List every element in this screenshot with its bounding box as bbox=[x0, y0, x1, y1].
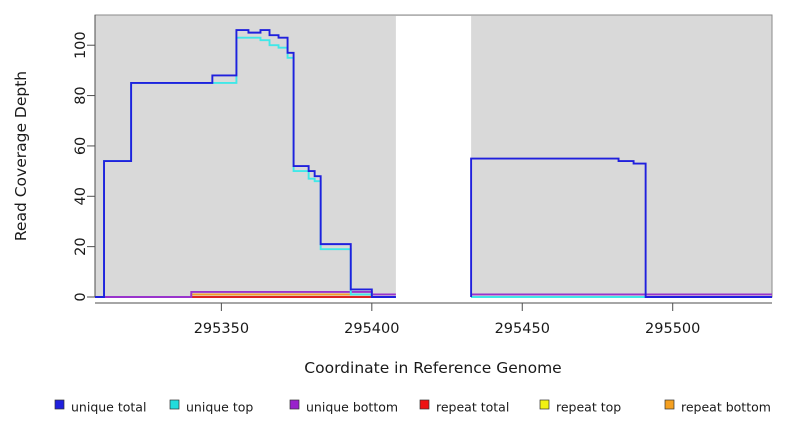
y-tick-label: 60 bbox=[73, 137, 89, 155]
series-line bbox=[95, 291, 396, 298]
y-tick-label: 20 bbox=[73, 237, 89, 255]
y-axis-ticks bbox=[87, 44, 95, 298]
y-axis-tick-labels: 0 20 40 60 80 100 bbox=[73, 31, 89, 301]
legend-label: repeat bottom bbox=[681, 400, 771, 415]
square-marker bbox=[539, 399, 550, 410]
no-data-gap-region bbox=[395, 16, 472, 304]
x-tick-label: 295450 bbox=[495, 321, 550, 337]
x-tick-label: 295350 bbox=[194, 321, 249, 337]
legend-item-unique-top[interactable]: unique top bbox=[169, 399, 253, 415]
x-axis: 295350 295400 295450 295500 Coordinate in R… bbox=[95, 302, 772, 377]
x-axis-ticks bbox=[220, 303, 674, 311]
square-marker bbox=[664, 399, 675, 410]
legend-label: unique bottom bbox=[306, 400, 398, 415]
legend-item-unique-bottom[interactable]: unique bottom bbox=[289, 399, 398, 415]
series-line bbox=[95, 29, 396, 298]
chart-legend: unique total unique top unique bottom repea… bbox=[54, 399, 771, 415]
legend-item-repeat-bottom[interactable]: repeat bottom bbox=[664, 399, 771, 415]
legend-label: repeat total bbox=[436, 400, 509, 415]
square-marker bbox=[289, 399, 300, 410]
y-tick-label: 40 bbox=[73, 187, 89, 205]
series-unique-bottom bbox=[95, 291, 772, 298]
x-tick-label: 295400 bbox=[344, 321, 399, 337]
series-line bbox=[470, 157, 772, 298]
legend-item-repeat-top[interactable]: repeat top bbox=[539, 399, 621, 415]
series-unique-total bbox=[95, 29, 772, 298]
legend-label: unique top bbox=[186, 400, 253, 415]
y-axis-title: Read Coverage Depth bbox=[12, 71, 30, 241]
square-marker bbox=[419, 399, 430, 410]
x-axis-tick-labels: 295350 295400 295450 295500 bbox=[194, 321, 701, 337]
y-tick-label: 80 bbox=[73, 86, 89, 104]
legend-item-unique-total[interactable]: unique total bbox=[54, 399, 146, 415]
data-series-layer bbox=[95, 29, 772, 298]
legend-item-repeat-total[interactable]: repeat total bbox=[419, 399, 509, 415]
x-axis-title: Coordinate in Reference Genome bbox=[304, 359, 561, 377]
gap-region-0 bbox=[395, 16, 472, 304]
x-tick-label: 295500 bbox=[645, 321, 700, 337]
legend-label: repeat top bbox=[556, 400, 621, 415]
plot-panel bbox=[94, 14, 773, 304]
y-tick-label: 0 bbox=[73, 292, 89, 301]
y-tick-label: 100 bbox=[73, 31, 89, 59]
square-marker bbox=[54, 399, 65, 410]
square-marker bbox=[169, 399, 180, 410]
legend-label: unique total bbox=[71, 400, 146, 415]
y-axis: 0 20 40 60 80 100 Read Coverage Depth bbox=[12, 15, 96, 302]
